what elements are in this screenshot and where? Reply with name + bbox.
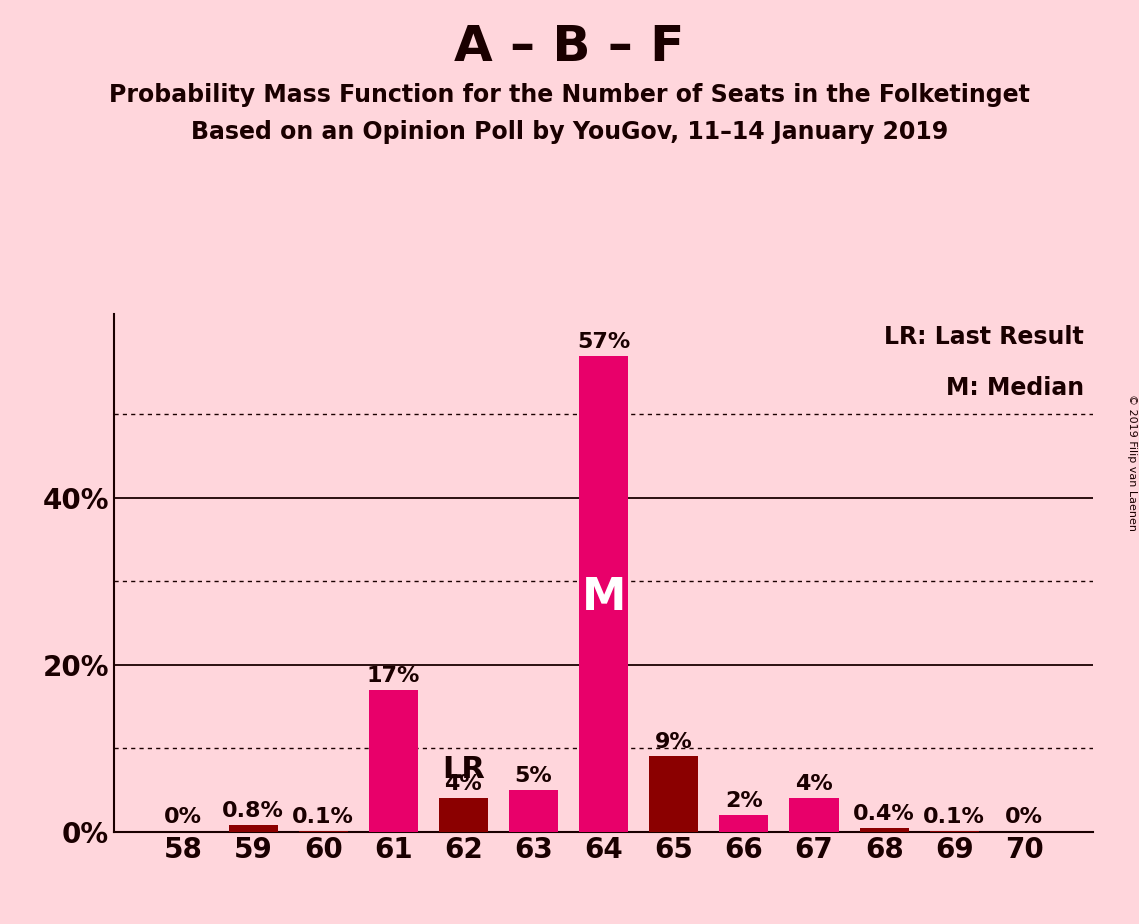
Text: 0.1%: 0.1%: [924, 807, 985, 827]
Bar: [860, 828, 909, 832]
Text: LR: Last Result: LR: Last Result: [884, 324, 1083, 348]
Text: M: M: [582, 577, 625, 619]
Bar: [789, 798, 838, 832]
Text: 0%: 0%: [164, 808, 202, 827]
Text: Based on an Opinion Poll by YouGov, 11–14 January 2019: Based on an Opinion Poll by YouGov, 11–1…: [191, 120, 948, 144]
Text: 4%: 4%: [444, 774, 482, 794]
Text: 17%: 17%: [367, 665, 420, 686]
Text: 0.1%: 0.1%: [293, 807, 354, 827]
Bar: [649, 757, 698, 832]
Text: 2%: 2%: [726, 791, 763, 810]
Bar: [369, 689, 418, 832]
Text: 5%: 5%: [515, 766, 552, 785]
Text: M: Median: M: Median: [945, 376, 1083, 400]
Bar: [229, 825, 278, 832]
Text: A – B – F: A – B – F: [454, 23, 685, 71]
Bar: [579, 356, 629, 832]
Text: 0%: 0%: [1006, 808, 1043, 827]
Bar: [509, 790, 558, 832]
Bar: [439, 798, 487, 832]
Text: LR: LR: [442, 755, 485, 784]
Text: 9%: 9%: [655, 733, 693, 752]
Text: 0.8%: 0.8%: [222, 801, 284, 821]
Text: 57%: 57%: [577, 332, 630, 352]
Text: © 2019 Filip van Laenen: © 2019 Filip van Laenen: [1126, 394, 1137, 530]
Text: Probability Mass Function for the Number of Seats in the Folketinget: Probability Mass Function for the Number…: [109, 83, 1030, 107]
Bar: [720, 815, 769, 832]
Text: 4%: 4%: [795, 774, 833, 794]
Text: 0.4%: 0.4%: [853, 804, 915, 824]
